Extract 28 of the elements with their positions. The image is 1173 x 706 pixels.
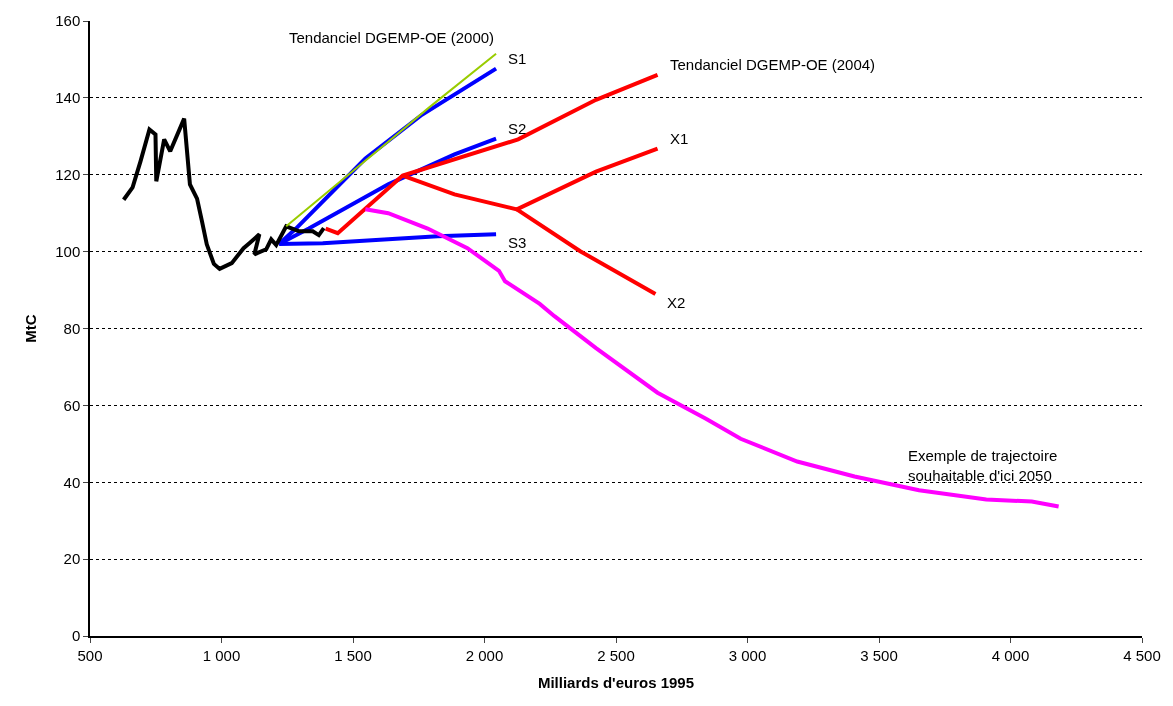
y-tick-label: 20: [63, 550, 81, 568]
series-label: S3: [508, 234, 527, 251]
y-axis-title: MtC: [21, 314, 39, 343]
series-label: S1: [508, 50, 527, 67]
series-label: Exemple de trajectoire souhaitable d'ici 2050: [908, 447, 1058, 484]
x-tick-label: 500: [77, 646, 103, 664]
x-tick-label: 2 000: [465, 646, 504, 664]
y-tick-label: 0: [71, 627, 81, 645]
x-tick-label: 4 000: [991, 646, 1030, 664]
y-tick-label: 60: [63, 396, 81, 414]
y-tick-label: 100: [55, 242, 81, 260]
series-label: X1: [670, 130, 689, 147]
y-tick-label: 160: [55, 12, 81, 30]
series-label: Tendanciel DGEMP-OE (2000): [289, 29, 495, 46]
y-tick-label: 80: [63, 319, 81, 337]
y-tick-label: 140: [55, 89, 81, 107]
x-tick-label: 4 500: [1123, 646, 1161, 664]
series-label: S2: [508, 120, 527, 137]
x-tick-label: 1 000: [202, 646, 241, 664]
series-label: Tendanciel DGEMP-OE (2004): [670, 56, 876, 73]
x-tick-label: 3 500: [860, 646, 898, 664]
series-label: X2: [667, 294, 686, 311]
x-tick-label: 2 500: [597, 646, 635, 664]
x-tick-label: 3 000: [728, 646, 767, 664]
y-tick-label: 120: [55, 166, 81, 183]
y-tick-label: 40: [63, 473, 81, 491]
x-tick-label: 1 500: [334, 646, 372, 664]
x-axis-title: Milliards d'euros 1995: [537, 674, 695, 692]
